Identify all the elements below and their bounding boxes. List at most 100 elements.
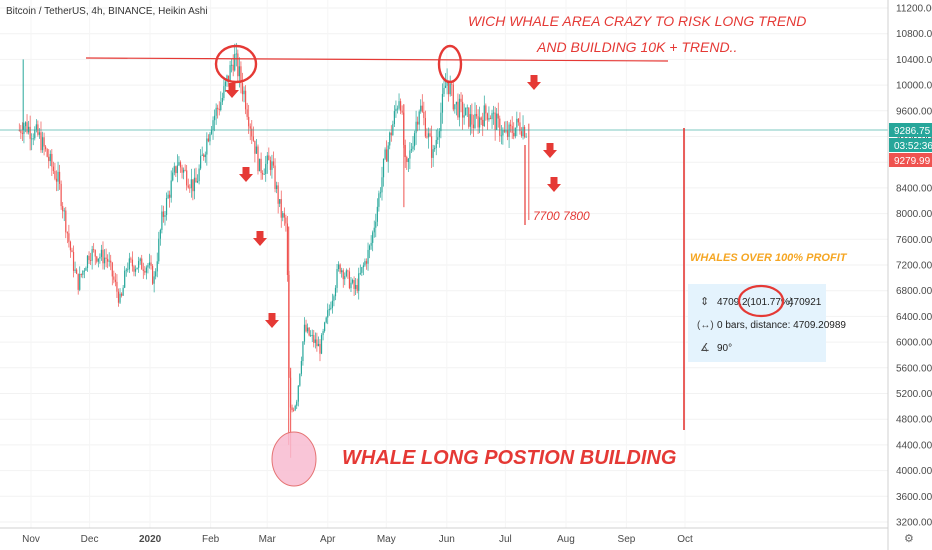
annotation-target: 7700 7800 bbox=[533, 209, 590, 223]
candle-body bbox=[483, 105, 485, 127]
price-tick-label: 7200.00 bbox=[896, 261, 932, 272]
candle-body bbox=[71, 250, 73, 253]
candle-body bbox=[275, 185, 278, 189]
down-arrow-icon bbox=[225, 83, 239, 98]
price-tick-label: 9200.00 bbox=[896, 132, 932, 143]
candle-body bbox=[210, 129, 213, 134]
candle-body bbox=[361, 267, 363, 273]
candle-body bbox=[373, 227, 375, 233]
candle-body bbox=[294, 405, 296, 411]
measure-line1-b: (101.77%) bbox=[747, 297, 793, 308]
candle-body bbox=[94, 250, 96, 257]
candle-body bbox=[274, 165, 276, 189]
candle-body bbox=[472, 124, 475, 128]
down-arrow-icon bbox=[239, 167, 253, 182]
candle-body bbox=[351, 280, 354, 283]
candle-body bbox=[238, 66, 240, 77]
candle-body bbox=[372, 232, 374, 243]
candle-body bbox=[88, 255, 90, 261]
candle-body bbox=[217, 107, 219, 109]
candle-body bbox=[342, 270, 344, 280]
candle-body bbox=[51, 153, 53, 167]
time-axis[interactable]: Nov Dec 2020 Feb Mar Apr May Jun Jul Aug Sep Oct bbox=[22, 534, 693, 545]
candle-body bbox=[283, 213, 285, 218]
candle-body bbox=[162, 211, 165, 217]
candle-body bbox=[441, 93, 444, 113]
candle-body bbox=[396, 108, 399, 110]
price-axis[interactable]: 11200.00 10800.00 10400.00 10000.00 9600.00 9… bbox=[896, 4, 932, 529]
candle-body bbox=[175, 166, 177, 174]
candle-body bbox=[355, 285, 357, 289]
candle-body bbox=[226, 75, 228, 82]
settings-gear-icon[interactable]: ⚙ bbox=[904, 533, 914, 545]
candle-body bbox=[379, 192, 382, 194]
candle-body bbox=[207, 138, 209, 142]
price-tick-label: 9600.00 bbox=[896, 106, 932, 117]
candle-body bbox=[333, 296, 335, 301]
candle-body bbox=[293, 409, 295, 411]
candle-body bbox=[254, 140, 256, 154]
candle-body bbox=[265, 163, 267, 175]
candle-body bbox=[457, 101, 459, 118]
candle-body bbox=[57, 171, 59, 182]
candle-body bbox=[241, 83, 244, 95]
candle-body bbox=[503, 130, 506, 132]
candle-body bbox=[378, 193, 380, 207]
candle-body bbox=[437, 137, 439, 140]
candle-body bbox=[359, 272, 361, 274]
measure-line1-c: 470921 bbox=[788, 297, 822, 308]
candle-body bbox=[186, 170, 188, 186]
down-arrow-icon bbox=[253, 231, 267, 246]
bottom-circle bbox=[271, 431, 317, 487]
candle-body bbox=[60, 183, 62, 207]
candle-body bbox=[440, 112, 442, 132]
candle-body bbox=[424, 117, 426, 137]
candle-body bbox=[525, 136, 527, 138]
candles bbox=[18, 42, 530, 458]
candle-body bbox=[430, 136, 433, 158]
candle-body bbox=[80, 273, 82, 275]
candle-body bbox=[221, 97, 223, 103]
candle-body bbox=[443, 87, 445, 94]
candle-body bbox=[517, 118, 519, 123]
measure-line2: 0 bars, distance: 4709.20989 bbox=[717, 320, 846, 331]
candle-body bbox=[234, 54, 236, 71]
candle-body bbox=[421, 105, 423, 112]
candle-body bbox=[54, 171, 56, 179]
candle-body bbox=[477, 116, 479, 128]
candle-body bbox=[55, 178, 58, 182]
candle-body bbox=[418, 111, 420, 125]
countdown-tag: 03:52:36 bbox=[889, 138, 932, 152]
candle-body bbox=[251, 128, 253, 137]
candle-body bbox=[302, 341, 304, 362]
top-circle-jun bbox=[437, 44, 463, 84]
candle-body bbox=[187, 185, 189, 188]
candle-body bbox=[266, 155, 268, 164]
candle-body bbox=[158, 238, 160, 262]
time-tick-label: 2020 bbox=[139, 534, 162, 545]
candle-body bbox=[435, 139, 437, 149]
candle-body bbox=[382, 158, 385, 178]
candle-body bbox=[389, 132, 391, 146]
candle-body bbox=[362, 265, 364, 268]
candle-body bbox=[41, 137, 44, 151]
candle-body bbox=[76, 269, 78, 274]
price-tick-label: 11200.00 bbox=[896, 4, 932, 15]
candle-body bbox=[249, 126, 251, 129]
candle-body bbox=[496, 113, 498, 130]
candle-body bbox=[215, 107, 217, 116]
candle-body bbox=[26, 122, 28, 133]
candle-body bbox=[277, 185, 279, 204]
candle-body bbox=[364, 261, 366, 266]
candle-body bbox=[387, 145, 389, 162]
candle-body bbox=[227, 75, 230, 81]
candle-body bbox=[148, 262, 151, 266]
candle-body bbox=[43, 137, 45, 147]
candle-body bbox=[398, 101, 400, 109]
bars-range-icon: (↔) bbox=[697, 320, 714, 331]
measure-tool-box[interactable]: ⇕ 4709.2 (101.77%) 470921 (↔) 0 bars, di… bbox=[688, 284, 846, 362]
candle-body bbox=[107, 258, 109, 262]
candle-body bbox=[66, 232, 68, 234]
candle-body bbox=[322, 331, 324, 336]
